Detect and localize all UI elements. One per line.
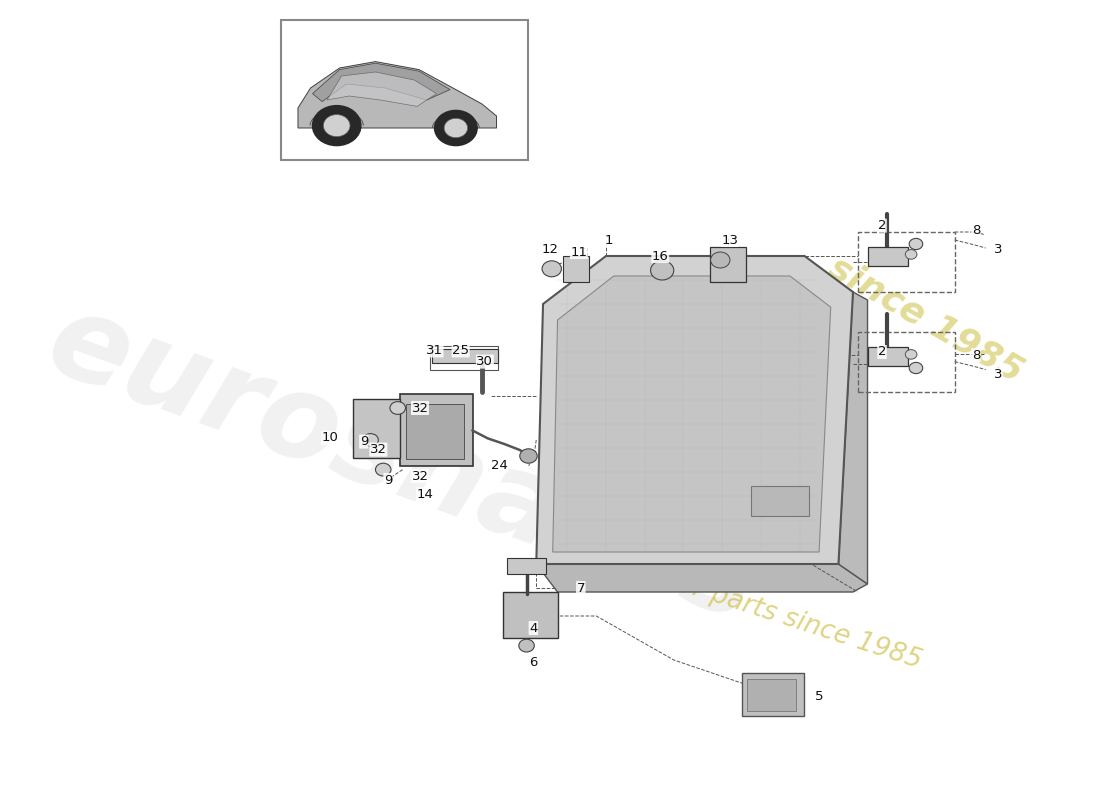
FancyBboxPatch shape <box>353 399 399 458</box>
Circle shape <box>520 449 537 463</box>
Circle shape <box>711 252 730 268</box>
Text: 2: 2 <box>878 346 887 358</box>
Circle shape <box>542 261 561 277</box>
Text: 9: 9 <box>384 474 393 486</box>
Circle shape <box>390 402 406 414</box>
Text: 3: 3 <box>994 368 1002 381</box>
Bar <box>858 332 955 392</box>
FancyBboxPatch shape <box>507 558 546 574</box>
Text: 31: 31 <box>426 344 443 357</box>
Text: 10: 10 <box>321 431 339 444</box>
FancyBboxPatch shape <box>504 592 558 638</box>
Text: 7: 7 <box>576 582 585 594</box>
Text: 24: 24 <box>491 459 508 472</box>
FancyBboxPatch shape <box>406 404 463 459</box>
Circle shape <box>363 434 378 446</box>
Bar <box>430 346 497 370</box>
Circle shape <box>323 114 350 137</box>
Text: a passion for parts since 1985: a passion for parts since 1985 <box>539 526 925 674</box>
Text: 8: 8 <box>971 224 980 237</box>
Text: 5: 5 <box>815 690 823 702</box>
Polygon shape <box>312 63 450 102</box>
FancyBboxPatch shape <box>747 679 795 711</box>
Bar <box>858 232 955 292</box>
Polygon shape <box>552 276 830 552</box>
FancyBboxPatch shape <box>431 349 498 363</box>
Circle shape <box>905 350 917 359</box>
Text: 1: 1 <box>605 234 613 246</box>
Text: 3: 3 <box>994 243 1002 256</box>
Polygon shape <box>536 564 868 592</box>
Polygon shape <box>327 72 437 106</box>
Polygon shape <box>838 292 868 584</box>
Circle shape <box>312 106 361 146</box>
Bar <box>282 20 528 160</box>
FancyBboxPatch shape <box>563 256 589 282</box>
Text: 6: 6 <box>529 656 538 669</box>
Text: 12: 12 <box>541 243 559 256</box>
Circle shape <box>519 639 535 652</box>
Text: 25: 25 <box>452 344 470 357</box>
Text: 9: 9 <box>360 435 368 448</box>
Circle shape <box>444 118 468 138</box>
Circle shape <box>375 463 390 476</box>
Bar <box>751 486 810 516</box>
FancyBboxPatch shape <box>741 673 804 716</box>
Text: 32: 32 <box>370 443 387 456</box>
Polygon shape <box>298 62 496 128</box>
Circle shape <box>905 250 917 259</box>
Text: 32: 32 <box>411 402 429 414</box>
Text: 2: 2 <box>878 219 887 232</box>
Text: euroshares: euroshares <box>33 282 772 646</box>
Polygon shape <box>536 256 852 564</box>
Text: since 1985: since 1985 <box>823 250 1028 390</box>
Circle shape <box>434 110 477 146</box>
Text: 13: 13 <box>722 234 738 246</box>
Text: 8: 8 <box>971 349 980 362</box>
FancyBboxPatch shape <box>399 394 473 466</box>
Circle shape <box>650 261 674 280</box>
Circle shape <box>910 362 923 374</box>
Text: 30: 30 <box>476 355 493 368</box>
FancyBboxPatch shape <box>868 247 909 266</box>
Text: 32: 32 <box>411 470 429 482</box>
FancyBboxPatch shape <box>868 347 909 366</box>
Text: 14: 14 <box>417 488 433 501</box>
Text: 4: 4 <box>529 622 538 634</box>
Circle shape <box>910 238 923 250</box>
Text: 11: 11 <box>571 246 587 258</box>
FancyBboxPatch shape <box>710 247 747 282</box>
Text: 16: 16 <box>652 250 669 262</box>
